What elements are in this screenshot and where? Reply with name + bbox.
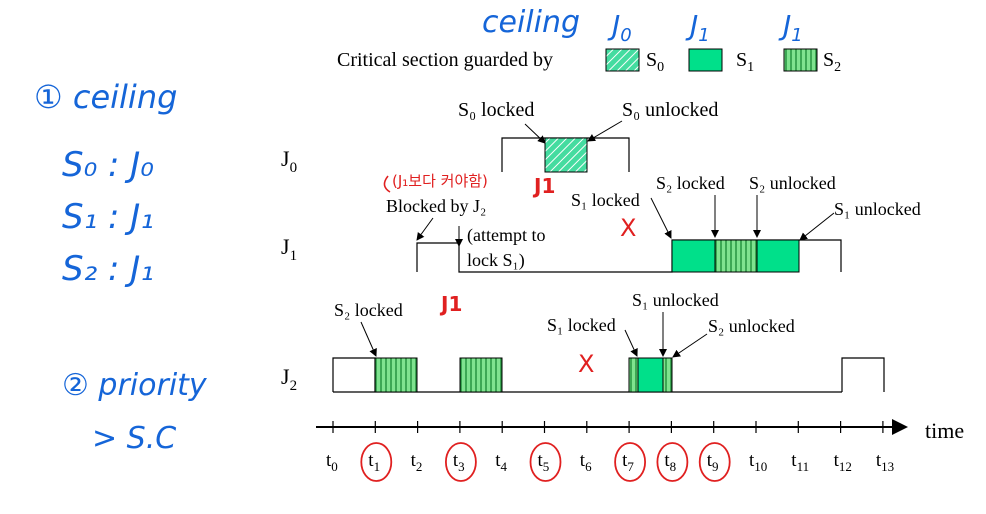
time-tick-label: t11	[791, 450, 809, 474]
time-tick-label: t10	[749, 450, 767, 474]
time-tick-label: t12	[834, 450, 852, 474]
j2-s1-unlocked-label: S₁ unlocked	[632, 290, 719, 310]
j1-s1-unlocked-label: S₁ unlocked	[834, 199, 921, 219]
job-label-j0: J0	[281, 146, 297, 176]
time-tick-label: t9	[707, 450, 719, 474]
korean-note: (J₁보다 커야함)	[392, 172, 488, 190]
priority-rule: > S.C	[92, 421, 176, 456]
timeline-j1: Blocked by J₂ (attempt to lock S₁) S₁ lo…	[386, 173, 921, 273]
j0-critical-s0	[544, 137, 588, 173]
j2-critical-s1	[637, 357, 664, 393]
ceiling-annotations: ceiling J0 J1 J1	[482, 5, 803, 46]
j1-s2-unlocked-label: S₂ unlocked	[749, 173, 836, 193]
ceiling-j1-note-2: J1	[778, 9, 803, 46]
ceiling-j0-note: J0	[607, 9, 632, 46]
j1-attempt-label: (attempt to	[467, 225, 545, 246]
ceiling-title: ① ceiling	[34, 78, 177, 116]
legend-caption: Critical section guarded by	[337, 49, 553, 71]
j2-critical-s2-d	[662, 357, 673, 393]
j2-s2-locked-label: S₂ locked	[334, 300, 403, 320]
time-axis-label: time	[925, 418, 964, 443]
j0-s0-unlocked-label: S₀ unlocked	[622, 99, 718, 121]
j1-s2-locked-label: S₂ locked	[656, 173, 725, 193]
j1-critical-s1-b	[756, 239, 800, 273]
j1-mark-top: J1	[532, 174, 555, 198]
job-label-j1: J1	[281, 234, 297, 264]
j2-critical-s2-c	[628, 357, 639, 393]
time-tick-label: t6	[580, 450, 592, 474]
tick-circle-mark	[529, 442, 562, 482]
ceiling-rule-s0: S₀ : J₀	[62, 145, 154, 185]
timeline-j2: S₂ locked S₁ unlocked S₁ locked S₂ unloc…	[332, 290, 885, 393]
priority-title: ② priority	[62, 368, 208, 403]
time-tick-label: t8	[664, 450, 676, 474]
j1-critical-s1-a	[671, 239, 716, 273]
legend-label-s2: S2	[823, 49, 841, 75]
ceiling-rule-s1: S₁ : J₁	[62, 197, 154, 237]
time-axis: time t0 t1 t2 t3 t4 t5 t6 t7 t8 t9 t10 t11 t12 t13	[316, 418, 964, 482]
legend: Critical section guarded by S0 S1 S2	[337, 48, 841, 75]
ceiling-rule-s2: S₂ : J₁	[62, 249, 154, 289]
x-mark-j1: X	[620, 214, 636, 242]
job-labels: J0 J1 J2	[281, 146, 297, 394]
time-tick-label: t3	[453, 450, 465, 474]
j1-lock-s1-label: lock S₁)	[467, 250, 525, 271]
ceiling-j1-note: J1	[685, 9, 710, 46]
x-mark-j2: X	[578, 350, 594, 378]
time-tick-label: t4	[495, 450, 507, 474]
time-tick-label: t5	[538, 450, 550, 474]
tick-circle-mark	[656, 442, 689, 482]
legend-swatch-s1	[688, 48, 723, 72]
legend-swatch-s0	[605, 48, 640, 72]
time-tick-label: t13	[876, 450, 894, 474]
time-tick-label: t2	[411, 450, 423, 474]
left-notes: ① ceiling S₀ : J₀ S₁ : J₁ S₂ : J₁ ② prio…	[34, 78, 208, 456]
j0-s0-locked-label: S₀ locked	[458, 99, 534, 121]
j2-critical-s2-a	[374, 357, 418, 393]
tick-circle-mark	[698, 442, 731, 482]
j2-s1-locked-label: S₁ locked	[547, 315, 616, 335]
legend-label-s1: S1	[736, 49, 754, 75]
legend-label-s0: S0	[646, 49, 664, 75]
j1-critical-s2	[714, 239, 758, 273]
time-tick-label: t0	[326, 450, 338, 474]
j1-blocked-label: Blocked by J₂	[386, 196, 486, 216]
job-label-j2: J2	[281, 364, 297, 394]
tick-circle-mark	[614, 442, 646, 482]
legend-swatch-s2	[783, 48, 818, 72]
j1-s1-locked-label: S₁ locked	[571, 190, 640, 210]
red-annotations: (J₁보다 커야함) J1 X J1 X	[383, 172, 636, 378]
j2-critical-s2-b	[459, 357, 503, 393]
j2-s2-unlocked-label: S₂ unlocked	[708, 316, 795, 336]
time-tick-label: t7	[622, 450, 634, 474]
j1-mark-mid: J1	[439, 292, 462, 316]
tick-circle-mark	[360, 442, 393, 482]
timeline-j0: S₀ locked S₀ unlocked	[458, 99, 718, 173]
time-tick-label: t1	[368, 450, 380, 474]
ceiling-note: ceiling	[482, 5, 580, 40]
tick-circle-mark	[444, 442, 477, 482]
